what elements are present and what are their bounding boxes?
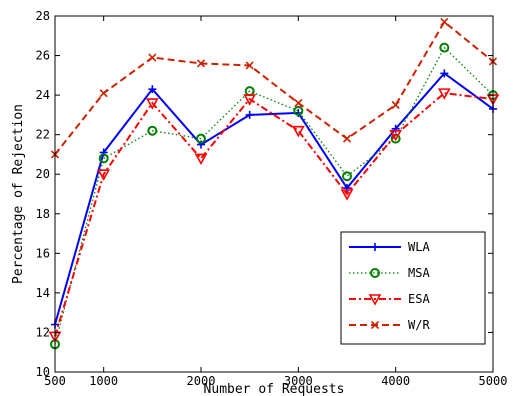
y-tick-label: 28 [36,9,50,23]
y-tick-label: 24 [36,88,50,102]
data-point-wla [148,85,157,94]
y-tick-label: 18 [36,207,50,221]
x-tick-label: 4000 [381,374,410,388]
series-line-esa [54,92,494,337]
y-axis-label: Percentage of Rejection [11,104,26,284]
data-point-esa [97,169,111,181]
data-point-w-r [342,134,352,143]
series-line-wla [54,72,494,325]
legend: WLA MSA ESA W/R [340,231,486,345]
legend-marker-msa [370,268,380,278]
legend-label-esa: ESA [408,292,430,306]
y-tick-label: 14 [36,286,50,300]
data-point-esa [145,98,159,110]
axes: 500 1000 2000 3000 4000 5000 10 12 14 16 18 20 22 24 2… [36,9,508,388]
data-point-esa [437,88,451,100]
legend-marker-w-r [370,320,380,330]
data-point-esa [243,94,257,106]
y-tick-label: 10 [36,365,50,379]
data-point-w-r [245,61,254,70]
plot-frame [54,15,494,373]
data-point-w-r [99,89,108,98]
legend-label-wla: WLA [408,240,430,254]
series-line-msa [54,46,494,345]
data-point-esa [340,189,354,201]
legend-label-msa: MSA [408,266,430,280]
data-point-wla [440,69,449,78]
x-axis-label: Number of Requests [204,382,345,396]
y-tick-label: 16 [36,246,50,260]
x-tick-label: 2000 [187,374,216,388]
x-tick-label: 500 [44,374,66,388]
data-point-esa [389,129,403,142]
y-tick-label: 22 [36,128,50,142]
legend-marker-esa [368,294,382,306]
data-point-w-r [196,59,206,68]
data-point-msa [147,125,158,136]
legend-label-w-r: W/R [408,318,430,332]
data-point-msa [293,105,304,116]
y-tick-label: 20 [36,167,50,181]
legend-marker-wla [371,243,379,251]
y-tick-label: 26 [36,49,50,63]
data-point-w-r [148,53,157,62]
data-point-w-r [440,17,449,26]
data-point-w-r [391,100,400,110]
data-point-esa [291,125,305,138]
x-tick-label: 5000 [479,374,508,388]
data-point-w-r [294,98,303,108]
data-point-esa [194,153,208,166]
data-point-msa [98,153,109,164]
data-point-msa [342,171,352,182]
y-tick-label: 12 [36,325,50,339]
series-line-w-r [54,20,494,156]
x-tick-label: 1000 [89,374,118,388]
data-point-msa [439,42,450,53]
x-tick-label: 3000 [284,374,313,388]
data-point-msa [196,133,206,144]
data-point-wla [245,110,254,119]
